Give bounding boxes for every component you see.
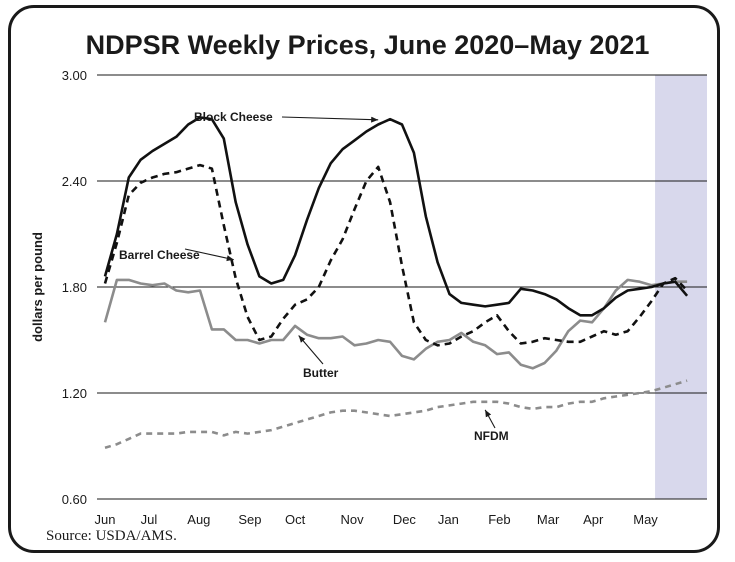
annotation-arrow-block-cheese [281, 116, 379, 123]
y-tick-label: 1.20 [62, 386, 87, 401]
annotation-label-butter: Butter [303, 366, 339, 380]
x-tick-label: May [633, 512, 658, 527]
x-tick-label: Oct [285, 512, 306, 527]
x-tick-label: Sep [238, 512, 261, 527]
x-tick-label: Jun [95, 512, 116, 527]
y-tick-label: 1.80 [62, 280, 87, 295]
x-tick-label: Apr [583, 512, 604, 527]
source-note: Source: USDA/AMS. [46, 528, 177, 544]
annotation-label-block-cheese: Block Cheese [194, 110, 273, 124]
series-line-nfdm [104, 379, 688, 450]
annotation-arrow-butter [298, 335, 324, 365]
y-axis-label: dollars per pound [30, 232, 45, 342]
y-tick-label: 2.40 [62, 174, 87, 189]
y-tick-label: 3.00 [62, 68, 87, 83]
y-tick-label: 0.60 [62, 492, 87, 507]
x-tick-label: Aug [187, 512, 210, 527]
series-line-block-cheese [103, 116, 689, 317]
x-tick-label: Jul [141, 512, 158, 527]
x-tick-label: Feb [488, 512, 510, 527]
x-tick-label: Dec [393, 512, 417, 527]
annotation-label-barrel-cheese: Barrel Cheese [119, 248, 200, 262]
annotation-arrow-nfdm [484, 409, 496, 429]
annotation-label-nfdm: NFDM [474, 429, 509, 443]
x-tick-label: Mar [537, 512, 560, 527]
x-tick-label: Jan [438, 512, 459, 527]
series-line-barrel-cheese [103, 163, 689, 347]
x-tick-label: Nov [341, 512, 365, 527]
annotation-arrow-barrel-cheese [184, 248, 234, 262]
chart-title: NDPSR Weekly Prices, June 2020–May 2021 [85, 30, 650, 60]
series-line-butter [103, 278, 688, 370]
